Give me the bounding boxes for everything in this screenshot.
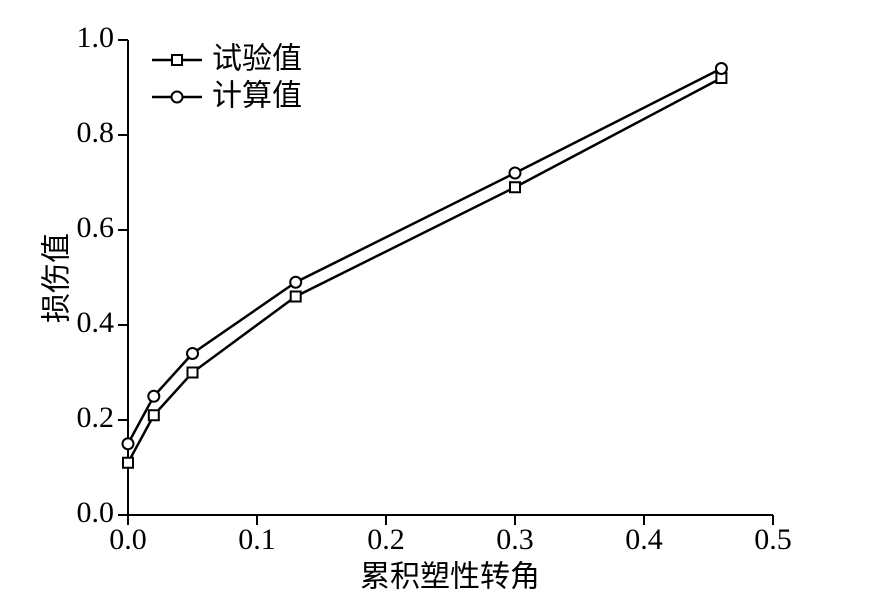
marker: [147, 409, 160, 422]
y-tick-label: 1.0: [77, 21, 115, 54]
x-tick-label: 0.0: [109, 523, 147, 556]
y-tick-label: 0.4: [77, 306, 115, 339]
marker: [121, 437, 135, 451]
marker: [147, 389, 161, 403]
x-axis-title: 累积塑性转角: [360, 560, 540, 595]
marker: [714, 62, 728, 75]
y-tick-label: 0.2: [77, 401, 115, 434]
y-tick-label: 0.8: [77, 116, 115, 149]
x-tick-label: 0.2: [367, 523, 405, 556]
legend-label: 计算值: [212, 79, 302, 114]
x-tick-label: 0.3: [496, 523, 534, 556]
x-tick-label: 0.5: [754, 523, 792, 556]
series-line: [126, 67, 722, 445]
marker: [171, 54, 183, 66]
x-tick-label: 0.4: [625, 523, 663, 556]
marker: [289, 275, 303, 289]
y-tick-label: 0.0: [77, 496, 115, 529]
y-tick-label: 0.6: [77, 211, 115, 244]
marker: [509, 181, 521, 194]
marker: [289, 290, 302, 303]
marker: [170, 90, 184, 104]
marker: [186, 347, 199, 360]
marker: [186, 366, 199, 379]
marker: [508, 166, 522, 180]
series-line: [126, 76, 722, 464]
marker: [122, 456, 134, 469]
y-axis-title: 损伤值: [40, 233, 75, 323]
legend-label: 试验值: [212, 42, 302, 77]
x-tick-label: 0.1: [238, 523, 276, 556]
